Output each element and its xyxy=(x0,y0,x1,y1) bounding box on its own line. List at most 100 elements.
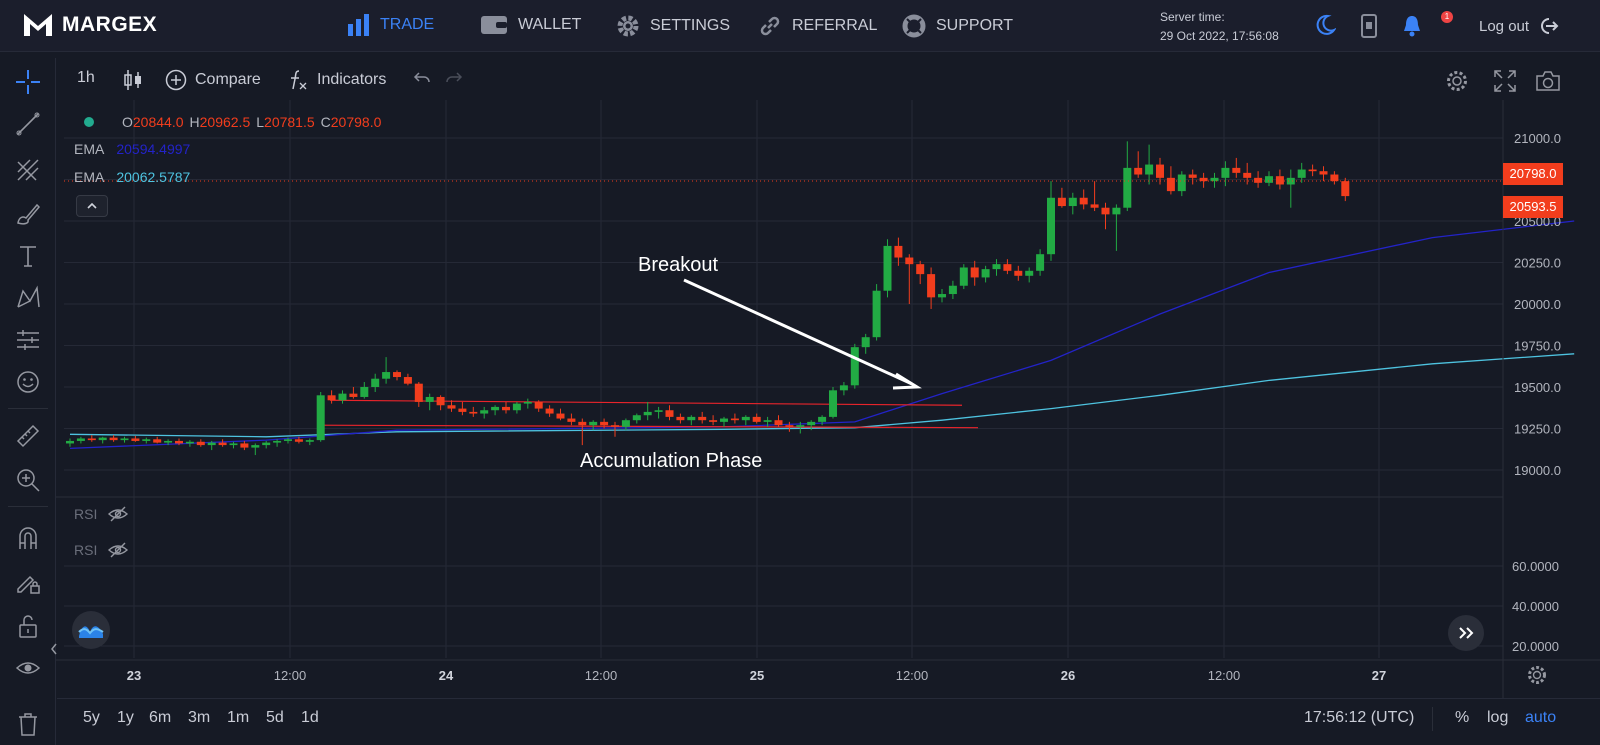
candle xyxy=(534,400,543,412)
magnet-tool[interactable] xyxy=(14,524,42,552)
range-1m[interactable]: 1m xyxy=(227,709,250,726)
redo-button[interactable] xyxy=(444,69,464,89)
candle xyxy=(1123,141,1132,212)
remove-drawings-tool[interactable] xyxy=(14,710,42,738)
log-toggle[interactable]: log xyxy=(1487,709,1509,726)
trend-line-tool[interactable] xyxy=(14,110,42,138)
candle xyxy=(1330,171,1339,185)
candle-body xyxy=(600,421,609,426)
range-1d[interactable]: 1d xyxy=(301,709,319,726)
scroll-to-realtime-button[interactable] xyxy=(1448,615,1484,651)
bell-icon[interactable] xyxy=(1402,14,1422,38)
brush-icon xyxy=(17,203,41,225)
candle-body xyxy=(1177,174,1186,192)
candle xyxy=(338,390,347,404)
candle-body xyxy=(1341,181,1350,197)
candle xyxy=(502,401,510,414)
range-6m[interactable]: 6m xyxy=(149,709,172,726)
range-5d[interactable]: 5d xyxy=(266,709,284,726)
candle-body xyxy=(829,390,837,417)
accumulation-range-lines xyxy=(317,399,979,429)
interval-button[interactable]: 1h xyxy=(77,69,95,87)
zoom-in-icon xyxy=(17,469,40,492)
candle-body xyxy=(371,378,380,387)
text-tool[interactable] xyxy=(14,242,42,270)
tradingview-logo[interactable] xyxy=(72,611,110,649)
icon-tool[interactable] xyxy=(14,368,42,396)
candle xyxy=(469,406,478,417)
candle xyxy=(687,415,696,426)
chart-type-button[interactable] xyxy=(123,69,143,91)
collapse-legend-button[interactable] xyxy=(76,195,108,217)
rsi-indicator-1[interactable]: RSI xyxy=(74,505,129,523)
time-axis-label: 12:00 xyxy=(274,668,307,683)
candle xyxy=(578,418,587,446)
ema-slow-legend[interactable]: EMA 20062.5787 xyxy=(74,169,190,185)
candles-icon xyxy=(124,70,141,90)
sliders-icon xyxy=(17,330,39,350)
zoom-tool[interactable] xyxy=(14,466,42,494)
rsi-indicator-2[interactable]: RSI xyxy=(74,541,129,559)
utc-clock[interactable]: 17:56:12 (UTC) xyxy=(1304,709,1415,726)
candle-body xyxy=(196,441,205,446)
visibility-tool[interactable] xyxy=(14,654,42,682)
nav-trade[interactable]: TRADE xyxy=(346,14,434,36)
chart-settings-button[interactable] xyxy=(1445,69,1469,93)
time-axis-label: 12:00 xyxy=(585,668,618,683)
fullscreen-button[interactable] xyxy=(1493,69,1517,93)
indicators-button[interactable]: Indicators xyxy=(287,69,386,91)
nav-referral[interactable]: REFERRAL xyxy=(758,14,877,38)
candle-body xyxy=(480,410,489,414)
moon-icon[interactable] xyxy=(1314,14,1336,36)
compare-button[interactable]: Compare xyxy=(165,69,261,91)
ruler-tool[interactable] xyxy=(14,422,42,450)
nav-settings[interactable]: SETTINGS xyxy=(616,14,730,38)
candle xyxy=(153,436,162,444)
lock-drawings-tool[interactable] xyxy=(14,568,42,596)
candle-body xyxy=(774,420,783,426)
gear-icon[interactable] xyxy=(1526,664,1548,686)
eye-off-icon[interactable] xyxy=(107,505,129,523)
brand-logo[interactable]: MARGEX xyxy=(22,12,157,38)
candle-body xyxy=(992,264,1001,270)
fib-tool[interactable] xyxy=(14,156,42,184)
collapse-toolbar-icon[interactable] xyxy=(50,642,58,656)
undo-button[interactable] xyxy=(412,69,432,89)
candle-body xyxy=(447,405,456,409)
gear-icon xyxy=(1447,71,1467,91)
candle xyxy=(284,437,292,444)
candle-body xyxy=(905,257,914,265)
crosshair-icon xyxy=(16,70,40,94)
crosshair-tool[interactable] xyxy=(14,68,42,96)
nav-support[interactable]: SUPPORT xyxy=(902,14,1013,38)
candle xyxy=(512,401,521,414)
brush-tool[interactable] xyxy=(14,200,42,228)
candle xyxy=(1047,181,1055,261)
ema-fast-label: EMA xyxy=(74,141,105,157)
candle xyxy=(905,254,914,304)
nav-wallet[interactable]: WALLET xyxy=(480,14,581,36)
logout-icon xyxy=(1541,18,1559,34)
auto-toggle[interactable]: auto xyxy=(1525,709,1557,726)
range-3m[interactable]: 3m xyxy=(188,709,211,726)
range-5y[interactable]: 5y xyxy=(83,709,100,726)
mobile-app-icon[interactable] xyxy=(1360,14,1378,38)
rsi-axis-label: 40.0000 xyxy=(1512,599,1559,614)
candle xyxy=(1079,189,1088,210)
server-time-value: 29 Oct 2022, 17:56:08 xyxy=(1160,29,1279,43)
logout-label: Log out xyxy=(1479,17,1530,35)
pattern-tool[interactable] xyxy=(14,284,42,312)
logout-button[interactable]: Log out xyxy=(1479,16,1559,36)
percent-toggle[interactable]: % xyxy=(1455,709,1470,726)
measure-tool[interactable] xyxy=(14,326,42,354)
lock-tool[interactable] xyxy=(14,612,42,640)
candle xyxy=(327,390,336,404)
screenshot-button[interactable] xyxy=(1535,69,1561,93)
candle-body xyxy=(938,294,946,298)
last-price-tag: 20798.0 xyxy=(1503,163,1563,185)
candle-body xyxy=(927,274,936,298)
ema-fast-legend[interactable]: EMA 20594.4997 xyxy=(74,141,190,157)
range-1y[interactable]: 1y xyxy=(117,709,134,726)
eye-off-icon[interactable] xyxy=(107,541,129,559)
